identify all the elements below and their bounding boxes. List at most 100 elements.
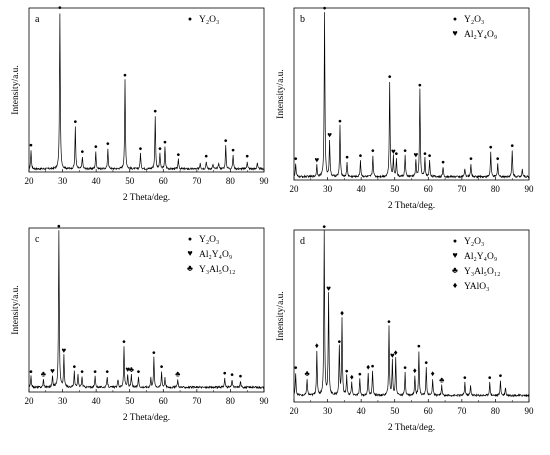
phase-marker: ● bbox=[105, 368, 109, 375]
legend-entry: Y₂O₃ bbox=[199, 15, 219, 25]
phase-marker: ♥ bbox=[326, 284, 331, 293]
x-tick-label: 50 bbox=[390, 184, 400, 194]
legend-marker: ♥ bbox=[452, 28, 457, 38]
x-tick-label: 60 bbox=[159, 176, 169, 186]
x-tick-label: 20 bbox=[25, 176, 35, 186]
legend-entry: Y₂O₃ bbox=[464, 15, 484, 25]
phase-marker: ● bbox=[371, 147, 375, 154]
phase-marker: ♦ bbox=[431, 369, 435, 378]
x-tick-label: 60 bbox=[424, 406, 434, 416]
phase-marker: ● bbox=[345, 154, 349, 161]
phase-marker: ● bbox=[106, 141, 110, 148]
legend-marker: ♥ bbox=[452, 250, 457, 260]
x-tick-label: 20 bbox=[290, 184, 300, 194]
phase-marker: ♣ bbox=[175, 370, 181, 379]
x-axis-label: 2 Theta/deg. bbox=[388, 201, 435, 211]
phase-marker: ● bbox=[417, 343, 421, 350]
phase-marker: ● bbox=[122, 339, 126, 346]
phase-marker: ● bbox=[294, 365, 298, 372]
x-tick-label: 90 bbox=[525, 184, 535, 194]
legend-marker: ● bbox=[453, 15, 457, 23]
phase-marker: ● bbox=[403, 147, 407, 154]
phase-marker: ♥ bbox=[62, 346, 67, 355]
phase-marker: ● bbox=[29, 142, 33, 149]
phase-marker: ● bbox=[337, 338, 341, 345]
phase-marker: ● bbox=[394, 151, 398, 158]
phase-marker: ● bbox=[359, 152, 363, 159]
x-tick-label: 40 bbox=[357, 184, 367, 194]
phase-marker: ● bbox=[160, 364, 164, 371]
y-axis-label: Intensity/a.u. bbox=[11, 285, 21, 335]
legend-marker: ● bbox=[453, 237, 457, 245]
panel-label: b bbox=[300, 14, 305, 25]
phase-marker: ♥ bbox=[50, 366, 55, 375]
phase-marker: ● bbox=[123, 72, 127, 79]
panel-label: d bbox=[300, 236, 305, 247]
phase-marker: ● bbox=[72, 364, 76, 371]
y-axis-label: Intensity/a.u. bbox=[276, 291, 286, 341]
phase-marker: ● bbox=[138, 145, 142, 152]
phase-marker: ● bbox=[29, 368, 33, 375]
phase-marker: ● bbox=[176, 152, 180, 159]
phase-marker: ● bbox=[496, 156, 500, 163]
phase-marker: ● bbox=[371, 363, 375, 370]
phase-marker: ● bbox=[403, 365, 407, 372]
phase-marker: ● bbox=[153, 108, 157, 115]
legend-entry: Y₃Al₅O₁₂ bbox=[199, 265, 235, 275]
phase-marker: ● bbox=[58, 5, 62, 12]
phase-marker: ● bbox=[204, 153, 208, 160]
phase-marker: ● bbox=[57, 223, 61, 230]
phase-marker: ♦ bbox=[350, 372, 354, 381]
x-tick-label: 70 bbox=[457, 184, 467, 194]
xrd-pattern-line bbox=[28, 13, 265, 171]
phase-marker: ● bbox=[136, 368, 140, 375]
y-axis-label: Intensity/a.u. bbox=[276, 69, 286, 119]
phase-marker: ♦ bbox=[315, 341, 319, 350]
x-tick-label: 40 bbox=[92, 176, 102, 186]
x-tick-label: 80 bbox=[226, 176, 236, 186]
legend-marker: ● bbox=[188, 235, 192, 243]
phase-marker: ● bbox=[388, 74, 392, 81]
legend-entry: Al₂Y₄O₉ bbox=[464, 30, 497, 40]
x-tick-label: 50 bbox=[390, 406, 400, 416]
phase-marker: ● bbox=[158, 145, 162, 152]
x-axis-label: 2 Theta/deg. bbox=[123, 413, 170, 423]
x-axis-label: 2 Theta/deg. bbox=[123, 193, 170, 203]
phase-marker: ● bbox=[294, 156, 298, 163]
x-tick-label: 30 bbox=[323, 406, 333, 416]
phase-marker: ♦ bbox=[366, 363, 370, 372]
phase-marker: ● bbox=[387, 319, 391, 326]
phase-marker: ♣ bbox=[439, 376, 445, 385]
plot-frame bbox=[28, 7, 265, 173]
phase-marker: ● bbox=[358, 371, 362, 378]
panel-label: c bbox=[35, 234, 40, 245]
x-tick-label: 80 bbox=[226, 396, 236, 406]
legend-marker: ♣ bbox=[452, 265, 458, 275]
xrd-pattern-line bbox=[28, 230, 265, 390]
phase-marker: ● bbox=[73, 119, 77, 126]
phase-marker: ● bbox=[239, 373, 243, 380]
panel-a: 20 30 40 50 60 70 80 90 2 Theta/deg. Intensity/a.… bbox=[11, 5, 269, 203]
phase-marker: ● bbox=[94, 144, 98, 151]
phase-marker: ♣ bbox=[304, 369, 310, 378]
x-tick-label: 70 bbox=[192, 396, 202, 406]
legend-marker: ♦ bbox=[453, 280, 458, 290]
phase-marker: ● bbox=[245, 153, 249, 160]
phase-marker: ● bbox=[323, 5, 327, 12]
phase-marker: ● bbox=[488, 374, 492, 381]
x-tick-label: 40 bbox=[357, 406, 367, 416]
x-tick-label: 70 bbox=[192, 176, 202, 186]
x-tick-label: 80 bbox=[491, 184, 501, 194]
panel-b: 20 30 40 50 60 70 80 90 2 Theta/deg. Intensity/a.… bbox=[276, 5, 534, 211]
phase-marker: ● bbox=[93, 368, 97, 375]
panel-d: 20 30 40 50 60 70 80 90 2 Theta/deg. Intensity/a.… bbox=[276, 224, 534, 433]
x-tick-label: 60 bbox=[424, 184, 434, 194]
xrd-pattern-line bbox=[293, 230, 530, 398]
phase-marker: ♥ bbox=[413, 150, 418, 159]
phase-marker: ♥ bbox=[390, 351, 395, 360]
x-tick-label: 90 bbox=[260, 176, 270, 186]
phase-marker: ● bbox=[322, 224, 326, 231]
phase-marker: ● bbox=[418, 82, 422, 89]
phase-marker: ♥ bbox=[327, 131, 332, 140]
legend-marker: ♥ bbox=[187, 248, 192, 258]
